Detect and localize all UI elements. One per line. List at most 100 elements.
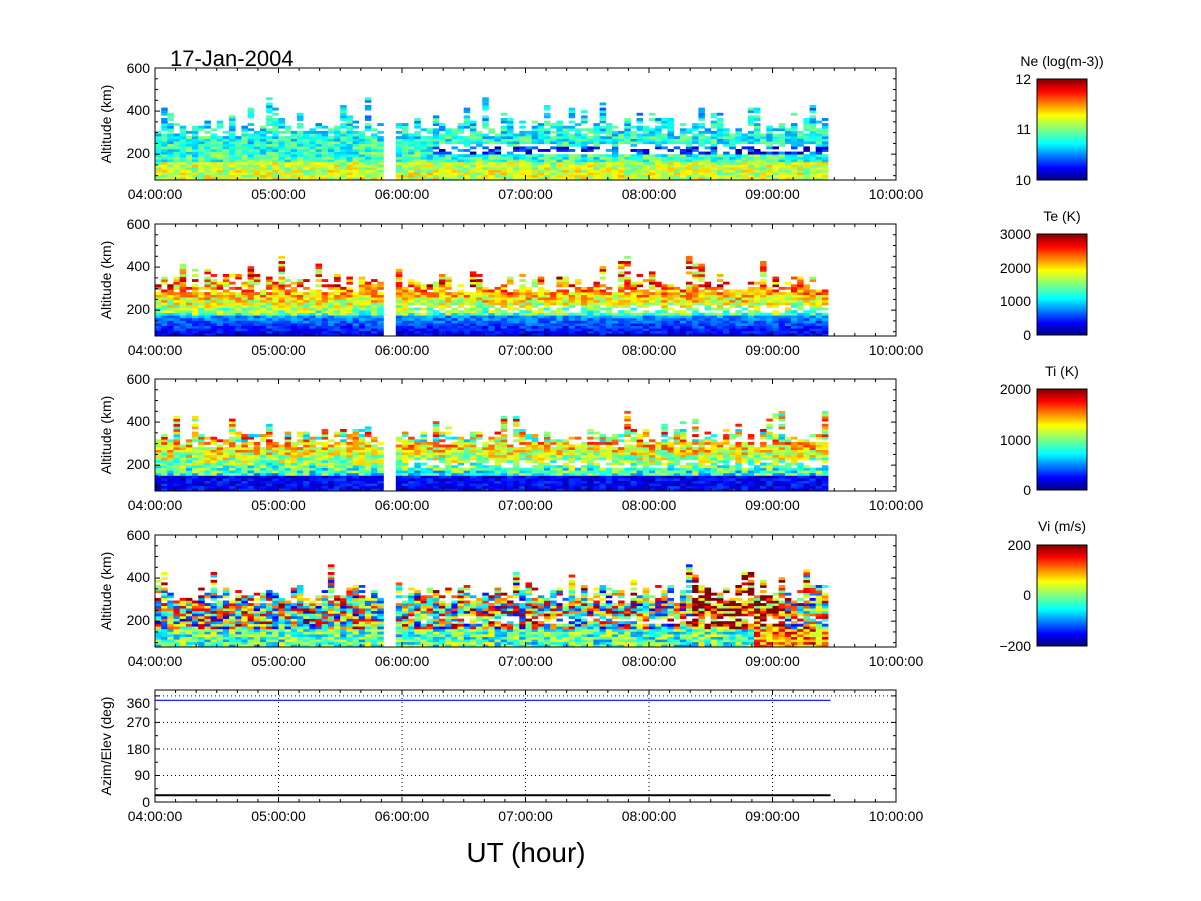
te-cell <box>204 315 211 319</box>
ne-cell <box>494 177 502 181</box>
ne-cell <box>544 115 551 119</box>
ne-cell <box>352 169 360 173</box>
ne-cell <box>710 167 718 170</box>
ne-cell <box>507 136 514 139</box>
ne-cell <box>593 156 600 160</box>
ne-cell <box>710 120 718 124</box>
te-cell <box>655 281 662 285</box>
te-cell <box>290 292 298 295</box>
ne-cell <box>346 130 353 134</box>
ne-cell <box>649 164 656 168</box>
ne-cell <box>192 174 199 178</box>
ne-cell <box>414 120 421 124</box>
ne-cell <box>469 136 477 139</box>
ne-cell <box>173 143 180 147</box>
ne-cell <box>574 141 582 145</box>
ne-cell <box>642 133 650 137</box>
ti-cell <box>210 483 218 487</box>
te-cell <box>747 330 755 334</box>
te-cell <box>445 284 452 288</box>
te-cell <box>297 310 304 314</box>
ne-cell <box>253 154 261 158</box>
te-cell <box>778 312 786 316</box>
ne-cell <box>791 177 798 181</box>
te-cell <box>402 289 409 293</box>
ne-cell <box>673 141 681 145</box>
ne-cell <box>451 136 458 139</box>
ne-cell <box>686 154 693 158</box>
ne-cell <box>290 154 298 158</box>
ne-cell <box>599 167 607 170</box>
te-cell <box>266 315 273 319</box>
ne-cell <box>723 143 730 147</box>
te-cell <box>544 312 551 316</box>
te-cell <box>278 323 285 326</box>
te-cell <box>723 323 730 326</box>
te-cell <box>155 297 162 301</box>
te-cell <box>278 271 285 275</box>
ne-cell <box>439 169 446 173</box>
te-cell <box>210 302 218 306</box>
ne-cell <box>760 133 767 137</box>
ne-cell <box>488 174 495 178</box>
te-cell <box>414 330 421 334</box>
ne-cell <box>167 174 174 178</box>
ti-cell <box>155 475 162 479</box>
te-cell <box>531 325 539 329</box>
te-cell <box>587 299 594 303</box>
ne-cell <box>760 177 767 181</box>
ne-cell <box>260 138 267 142</box>
te-cell <box>531 310 539 314</box>
ne-cell <box>198 146 205 150</box>
ne-cell <box>704 130 712 134</box>
ne-cell <box>766 169 773 173</box>
ne-cell <box>155 151 162 155</box>
ne-cell <box>494 138 502 142</box>
ne-cell <box>204 177 211 181</box>
ne-cell <box>760 156 767 160</box>
te-cell <box>414 302 421 306</box>
te-cell <box>494 292 502 295</box>
ne-cell <box>445 164 452 168</box>
ti-cell <box>204 460 211 463</box>
te-cell <box>155 286 162 290</box>
ne-cell <box>821 146 829 150</box>
ne-cell <box>686 172 693 176</box>
te-cell <box>636 274 644 277</box>
te-cell <box>562 307 569 311</box>
te-cell <box>272 281 279 285</box>
te-cell <box>185 307 193 311</box>
te-cell <box>537 276 545 280</box>
ne-cell <box>297 156 304 160</box>
ti-cell <box>284 470 292 474</box>
ti-cell <box>229 436 236 440</box>
ne-cell <box>488 149 495 152</box>
ne-cell <box>605 128 613 132</box>
te-cell <box>766 330 773 334</box>
ne-cell <box>797 133 804 137</box>
ne-cell <box>537 123 545 126</box>
te-cell <box>593 320 600 324</box>
ne-cell <box>507 118 514 121</box>
te-cell <box>439 315 446 319</box>
ne-cell <box>686 149 693 152</box>
ne-cell <box>420 167 427 170</box>
ne-cell <box>346 174 353 178</box>
ne-cell <box>754 177 761 181</box>
ne-cell <box>618 167 625 170</box>
ti-cell <box>278 465 285 469</box>
ti-cell <box>192 460 199 463</box>
te-cell <box>192 310 199 314</box>
te-cell <box>161 307 168 311</box>
ne-cell <box>513 138 520 142</box>
ti-cell <box>272 483 279 487</box>
ne-cell <box>686 169 693 173</box>
ne-cell <box>550 159 557 163</box>
te-cell <box>210 299 218 303</box>
te-cell <box>562 312 569 316</box>
te-cell <box>760 325 767 329</box>
te-cell <box>655 294 662 298</box>
te-cell <box>729 328 736 332</box>
te-cell <box>815 312 823 316</box>
te-cell <box>346 323 353 326</box>
